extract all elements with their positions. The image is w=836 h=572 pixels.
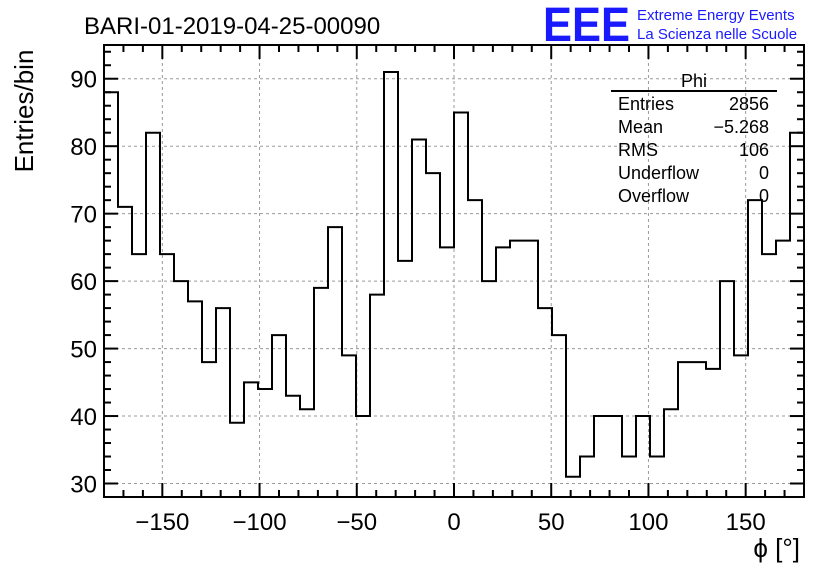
stats-label: RMS [618, 140, 658, 160]
histogram [104, 70, 804, 497]
stats-label: Overflow [618, 186, 690, 206]
histogram-bin [132, 254, 146, 497]
stats-rows: Entries 2856 Mean −5.268 RMS 106 Underflow 0 Ove… [618, 94, 769, 206]
histogram-bin [412, 139, 426, 497]
logo-mark: EEE [543, 0, 630, 52]
x-tick-label: 0 [447, 509, 460, 536]
stats-label: Entries [618, 94, 674, 114]
x-tick-label: −100 [233, 509, 287, 536]
y-tick-label: 40 [70, 404, 97, 431]
histogram-bin [566, 477, 580, 497]
histogram-bin [496, 247, 510, 497]
x-tick-label: −150 [135, 509, 189, 536]
histogram-bin [230, 423, 244, 497]
x-tick-label: 50 [538, 509, 565, 536]
x-axis-label: ϕ [°] [753, 533, 800, 563]
histogram-bin [202, 362, 216, 497]
axis-ticks: −150 −100 −50 0 50 100 150 30 40 50 60 70 80 90 [70, 45, 804, 536]
histogram-bin [678, 362, 692, 497]
y-tick-label: 80 [70, 134, 97, 161]
histogram-bin [482, 281, 496, 497]
histogram-bin [398, 261, 412, 497]
stats-label: Mean [618, 117, 663, 137]
histogram-bin [342, 355, 356, 497]
histogram-bin [174, 281, 188, 497]
y-tick-label: 70 [70, 202, 97, 229]
histogram-bin [776, 241, 790, 497]
x-tick-label: 100 [628, 509, 668, 536]
histogram-bin [118, 207, 132, 497]
histogram-bin [384, 72, 398, 497]
y-axis-label: Entries/bin [9, 50, 39, 173]
histogram-bin [286, 396, 300, 497]
histogram-bin [370, 295, 384, 497]
histogram-bin [524, 241, 538, 497]
logo-line-1: Extreme Energy Events [637, 7, 795, 24]
histogram-bin [314, 288, 328, 497]
stats-value: 2856 [729, 94, 769, 114]
stats-label: Underflow [618, 163, 700, 183]
histogram-bin [706, 369, 720, 497]
histogram-bin [356, 416, 370, 497]
histogram-bin [538, 308, 552, 497]
y-tick-label: 90 [70, 67, 97, 94]
histogram-bin [258, 389, 272, 497]
histogram-bin [188, 301, 202, 497]
histogram-bin [328, 227, 342, 497]
stats-value: 0 [759, 186, 769, 206]
histogram-bin [454, 112, 468, 497]
histogram-bin [720, 281, 734, 497]
histogram-bin [762, 254, 776, 497]
histogram-bin [426, 173, 440, 497]
y-tick-label: 30 [70, 472, 97, 499]
histogram-bin [244, 382, 258, 497]
y-tick-label: 60 [70, 269, 97, 296]
x-tick-label: −50 [336, 509, 377, 536]
histogram-bin [216, 308, 230, 497]
histogram-bin [692, 362, 706, 497]
stats-value: 106 [739, 140, 769, 160]
y-tick-label: 50 [70, 337, 97, 364]
run-label: BARI-01-2019-04-25-00090 [84, 13, 380, 40]
stats-title: Phi [681, 71, 707, 91]
histogram-outline [104, 70, 804, 478]
histogram-bin [594, 416, 608, 497]
stats-value: −5.268 [713, 117, 769, 137]
eee-logo: EEE Extreme Energy Events La Scienza nel… [543, 0, 797, 52]
histogram-bin [650, 457, 664, 497]
histogram-bin [608, 416, 622, 497]
histogram-bin [510, 241, 524, 497]
stats-box: Phi Entries 2856 Mean −5.268 RMS 106 Underflow… [611, 71, 777, 206]
stats-value: 0 [759, 163, 769, 183]
histogram-bin [440, 247, 454, 497]
histogram-bin [580, 457, 594, 497]
x-tick-label: 150 [726, 509, 766, 536]
logo-line-2: La Scienza nelle Scuole [637, 26, 797, 43]
histogram-bin [146, 133, 160, 497]
